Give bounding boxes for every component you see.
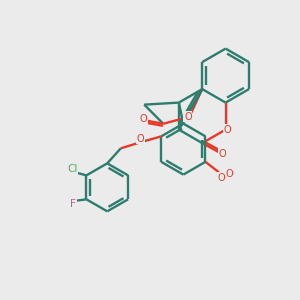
- Text: O: O: [218, 173, 225, 183]
- Text: O: O: [218, 148, 226, 159]
- Text: O: O: [136, 134, 144, 144]
- Text: O: O: [140, 114, 147, 124]
- Text: Cl: Cl: [68, 164, 78, 174]
- Text: O: O: [184, 112, 192, 122]
- Text: F: F: [70, 200, 76, 209]
- Text: O: O: [226, 169, 233, 179]
- Text: O: O: [223, 124, 231, 135]
